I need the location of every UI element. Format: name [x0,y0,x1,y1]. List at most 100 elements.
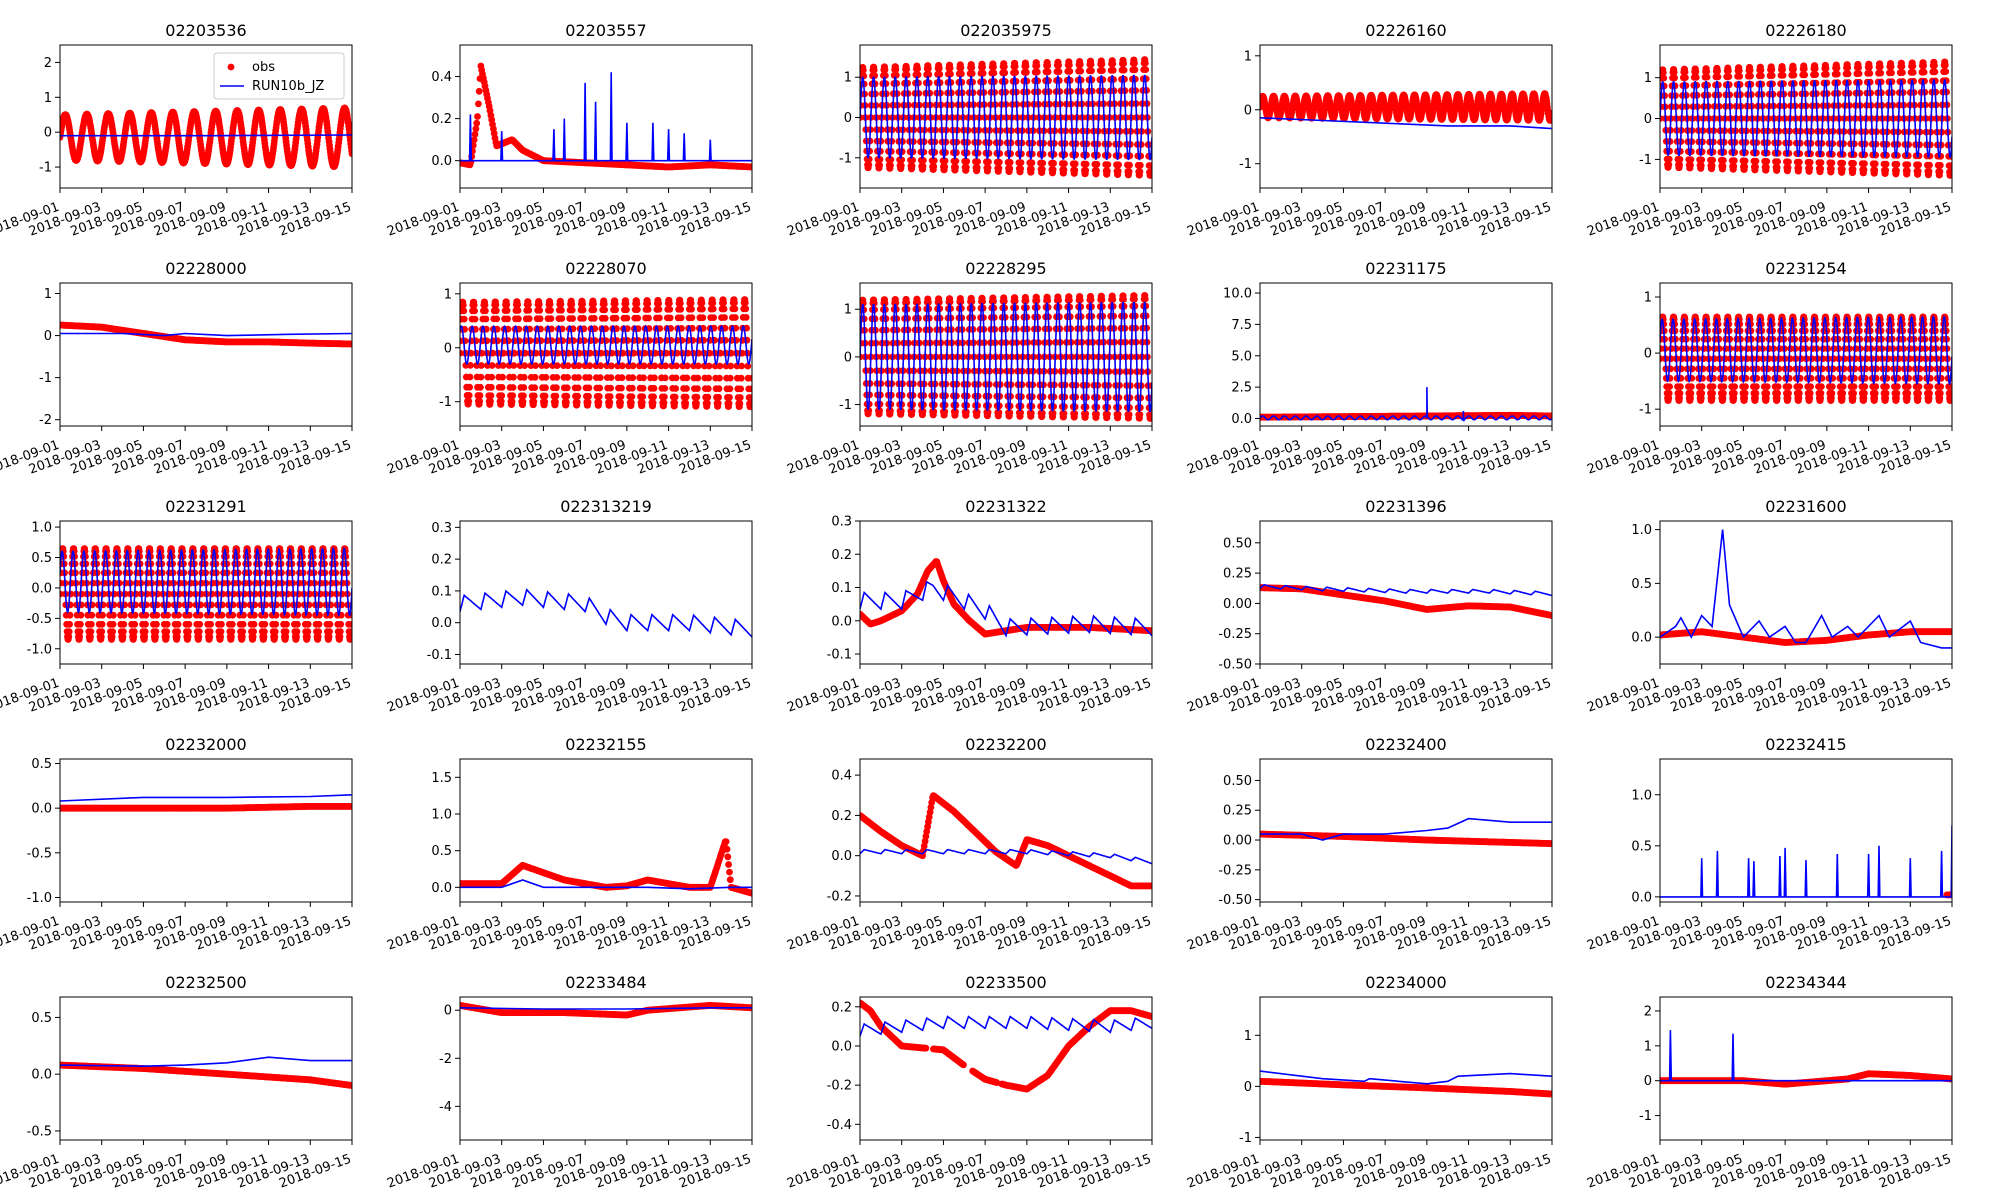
obs-point [473,119,481,127]
obs-point [596,374,604,381]
obs-point [1665,161,1673,169]
obs-point [892,66,900,73]
model-line [60,332,352,337]
obs-point [465,392,473,399]
obs-point [482,307,489,315]
obs-point [985,158,992,166]
obs-point [1000,63,1008,71]
obs-point [1050,159,1057,167]
obs-point [1028,165,1035,173]
obs-point [876,407,883,415]
obs-point [1012,69,1019,76]
obs-point [514,301,521,309]
obs-point [1049,409,1057,417]
obs-point [1773,164,1781,171]
obs-point [1746,66,1754,74]
obs-point [1136,161,1144,169]
obs-point [968,70,976,77]
obs-point [958,70,965,78]
obs-point [535,301,543,308]
obs-point [460,315,468,323]
obs-point [1936,161,1944,169]
obs-point [1757,66,1765,74]
model-line [860,74,1152,161]
obs-point [497,398,505,405]
obs-point [499,373,506,381]
obs-point [628,384,636,392]
obs-point [612,306,619,314]
obs-point [694,362,702,370]
obs-point [1904,167,1911,175]
obs-point [666,306,674,313]
obs-point [1682,74,1689,81]
obs-point [633,306,641,313]
obs-point [720,299,727,307]
obs-point [579,300,586,308]
y-tick-label: 0 [44,329,52,344]
obs-point [558,306,565,314]
obs-point [897,162,905,170]
obs-point [476,397,483,405]
plot-area [860,56,1152,179]
obs-point [1055,297,1062,304]
obs-point [481,301,489,309]
obs-point [699,305,706,313]
obs-point [536,315,544,323]
obs-point [984,164,992,172]
obs-point [597,362,604,370]
obs-point [1676,161,1683,169]
obs-point [1000,297,1008,305]
obs-point [537,337,545,345]
obs-point [1790,65,1797,73]
plot-frame [1659,44,1953,189]
obs-point [525,307,533,314]
obs-point [656,337,664,344]
obs-point [1670,68,1678,76]
obs-point [705,362,713,370]
obs-point [466,383,473,391]
obs-point [563,384,571,392]
subplot-02228070: 02228070-1012018-09-012018-09-032018-09-… [385,259,753,478]
obs-point [748,385,752,393]
obs-point [580,315,587,322]
obs-point [1088,67,1095,75]
y-tick-label: -1 [39,161,52,176]
obs-point [499,362,507,369]
obs-point [1098,296,1106,304]
obs-point [666,314,674,322]
obs-point [1758,72,1765,80]
obs-point [1899,69,1906,76]
obs-point [1720,157,1727,164]
obs-point [731,305,739,313]
obs-point [1844,64,1852,72]
obs-point [618,384,625,392]
obs-point [552,392,560,400]
obs-point [947,70,954,78]
obs-point [612,314,620,322]
obs-point [1915,161,1922,169]
obs-point [919,407,927,415]
obs-point [541,392,549,400]
plot-area [60,104,352,171]
obs-point [601,314,609,322]
obs-point [925,65,932,73]
obs-point [475,100,482,108]
obs-point [1909,69,1917,76]
obs-point [1076,61,1084,69]
obs-point [645,314,652,322]
obs-point [1849,166,1857,173]
obs-point [1779,66,1786,73]
obs-point [694,385,701,392]
obs-point [693,399,700,407]
obs-point [460,307,468,315]
y-tick-label: 1 [44,91,52,106]
obs-point [941,408,949,416]
obs-point [465,397,473,405]
subplot-02228000: 02228000-2-1012018-09-012018-09-032018-0… [0,259,353,478]
obs-point [1071,166,1079,174]
obs-point [470,136,478,144]
obs-point [1914,167,1922,175]
obs-point [1060,166,1068,174]
obs-point [897,407,905,415]
